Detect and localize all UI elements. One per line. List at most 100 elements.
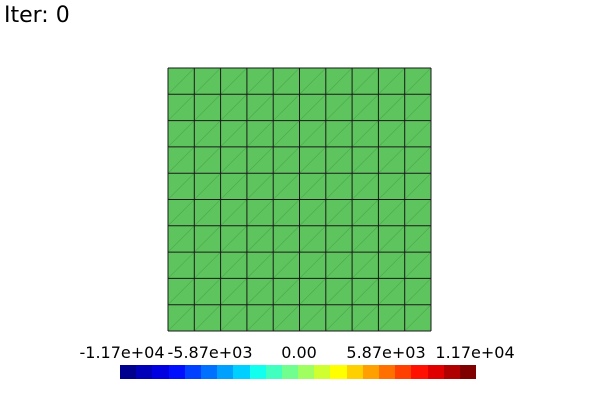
mesh-diagonal xyxy=(404,146,432,174)
mesh-diagonal xyxy=(299,67,327,95)
mesh-diagonal xyxy=(325,199,353,227)
colorbar-tick-label: -5.87e+03 xyxy=(167,343,253,362)
colorbar-swatch xyxy=(314,365,331,379)
mesh-diagonal xyxy=(167,67,195,95)
mesh-diagonal xyxy=(299,304,327,332)
mesh-diagonal xyxy=(404,304,432,332)
mesh-diagonal xyxy=(404,120,432,148)
mesh-diagonal xyxy=(167,172,195,200)
colorbar-tick-label: 1.17e+04 xyxy=(435,343,515,362)
colorbar-swatch xyxy=(120,365,137,379)
colorbar-swatch xyxy=(249,365,266,379)
colorbar-tick-label: 5.87e+03 xyxy=(346,343,426,362)
mesh-diagonal xyxy=(299,251,327,279)
mesh-diagonal xyxy=(220,251,248,279)
mesh-diagonal xyxy=(351,67,379,95)
colorbar-swatch xyxy=(395,365,412,379)
colorbar-swatch xyxy=(152,365,169,379)
mesh-diagonal xyxy=(194,199,221,227)
mesh-diagonal xyxy=(246,251,274,279)
mesh-diagonal xyxy=(325,172,353,200)
mesh-diagonal xyxy=(378,199,405,227)
mesh-diagonal xyxy=(194,67,221,95)
mesh-diagonal xyxy=(272,146,300,174)
mesh-diagonal xyxy=(167,278,195,305)
mesh-diagonal xyxy=(378,67,405,95)
mesh-diagonal xyxy=(325,94,353,121)
mesh-diagonal xyxy=(194,304,221,332)
mesh-diagonal xyxy=(351,278,379,305)
mesh-diagonal xyxy=(404,172,432,200)
colorbar-swatch xyxy=(233,365,250,379)
mesh-diagonal xyxy=(194,225,221,253)
colorbar-swatch xyxy=(346,365,363,379)
mesh-diagonal xyxy=(351,120,379,148)
mesh-diagonal xyxy=(167,304,195,332)
mesh-diagonal xyxy=(325,251,353,279)
mesh-diagonal xyxy=(351,94,379,121)
mesh-diagonal xyxy=(220,120,248,148)
mesh-diagonal xyxy=(194,278,221,305)
mesh-diagonal xyxy=(220,146,248,174)
mesh-diagonal xyxy=(246,67,274,95)
mesh-diagonal xyxy=(167,94,195,121)
mesh-diagonal xyxy=(404,94,432,121)
mesh-diagonal xyxy=(299,146,327,174)
mesh-diagonal xyxy=(194,146,221,174)
mesh-diagonal xyxy=(220,225,248,253)
mesh-diagonal xyxy=(220,172,248,200)
mesh-diagonal xyxy=(194,120,221,148)
mesh-diagonal xyxy=(272,225,300,253)
mesh-diagonal xyxy=(404,225,432,253)
mesh-diagonal xyxy=(351,251,379,279)
colorbar-swatch xyxy=(281,365,299,379)
colorbar-swatch xyxy=(136,365,153,379)
colorbar-tick-label: -1.17e+04 xyxy=(79,343,165,362)
colorbar-swatch xyxy=(443,365,460,379)
mesh-diagonal xyxy=(167,146,195,174)
mesh-diagonal xyxy=(272,94,300,121)
mesh-diagonal xyxy=(404,67,432,95)
mesh-diagonal xyxy=(325,146,353,174)
mesh-diagonal xyxy=(246,199,274,227)
mesh-diagonal xyxy=(378,94,405,121)
colorbar-swatch xyxy=(427,365,444,379)
iteration-label: Iter: 0 xyxy=(4,3,70,28)
mesh-diagonal xyxy=(194,251,221,279)
mesh-diagonal xyxy=(167,225,195,253)
mesh-diagonal xyxy=(220,199,248,227)
mesh-diagonal xyxy=(194,172,221,200)
colorbar-swatch xyxy=(330,365,347,379)
mesh-diagonal xyxy=(272,251,300,279)
colorbar-swatch xyxy=(184,365,201,379)
mesh-diagonal xyxy=(351,199,379,227)
mesh-diagonal xyxy=(220,278,248,305)
mesh-diagonal xyxy=(272,67,300,95)
mesh-diagonal xyxy=(404,199,432,227)
mesh-diagonal xyxy=(404,278,432,305)
mesh-diagonal xyxy=(246,304,274,332)
colorbar xyxy=(120,365,477,379)
mesh-diagonal xyxy=(325,67,353,95)
mesh-diagonal xyxy=(220,94,248,121)
colorbar-swatch xyxy=(217,365,234,379)
mesh-diagonal xyxy=(378,304,405,332)
mesh-diagonal xyxy=(378,225,405,253)
mesh-diagonal xyxy=(351,172,379,200)
mesh-diagonal xyxy=(272,199,300,227)
mesh-diagonal xyxy=(272,172,300,200)
colorbar-swatch xyxy=(379,365,396,379)
mesh-diagonal xyxy=(378,251,405,279)
mesh-diagonal xyxy=(299,172,327,200)
mesh-diagonal xyxy=(325,278,353,305)
mesh-diagonal xyxy=(246,120,274,148)
mesh-diagonal xyxy=(351,146,379,174)
mesh-diagonal xyxy=(246,172,274,200)
colorbar-swatch xyxy=(411,365,428,379)
mesh-diagonal xyxy=(272,278,300,305)
mesh-diagonal xyxy=(220,67,248,95)
mesh-diagonal xyxy=(167,199,195,227)
mesh-diagonal xyxy=(167,120,195,148)
mesh-diagonal xyxy=(351,304,379,332)
